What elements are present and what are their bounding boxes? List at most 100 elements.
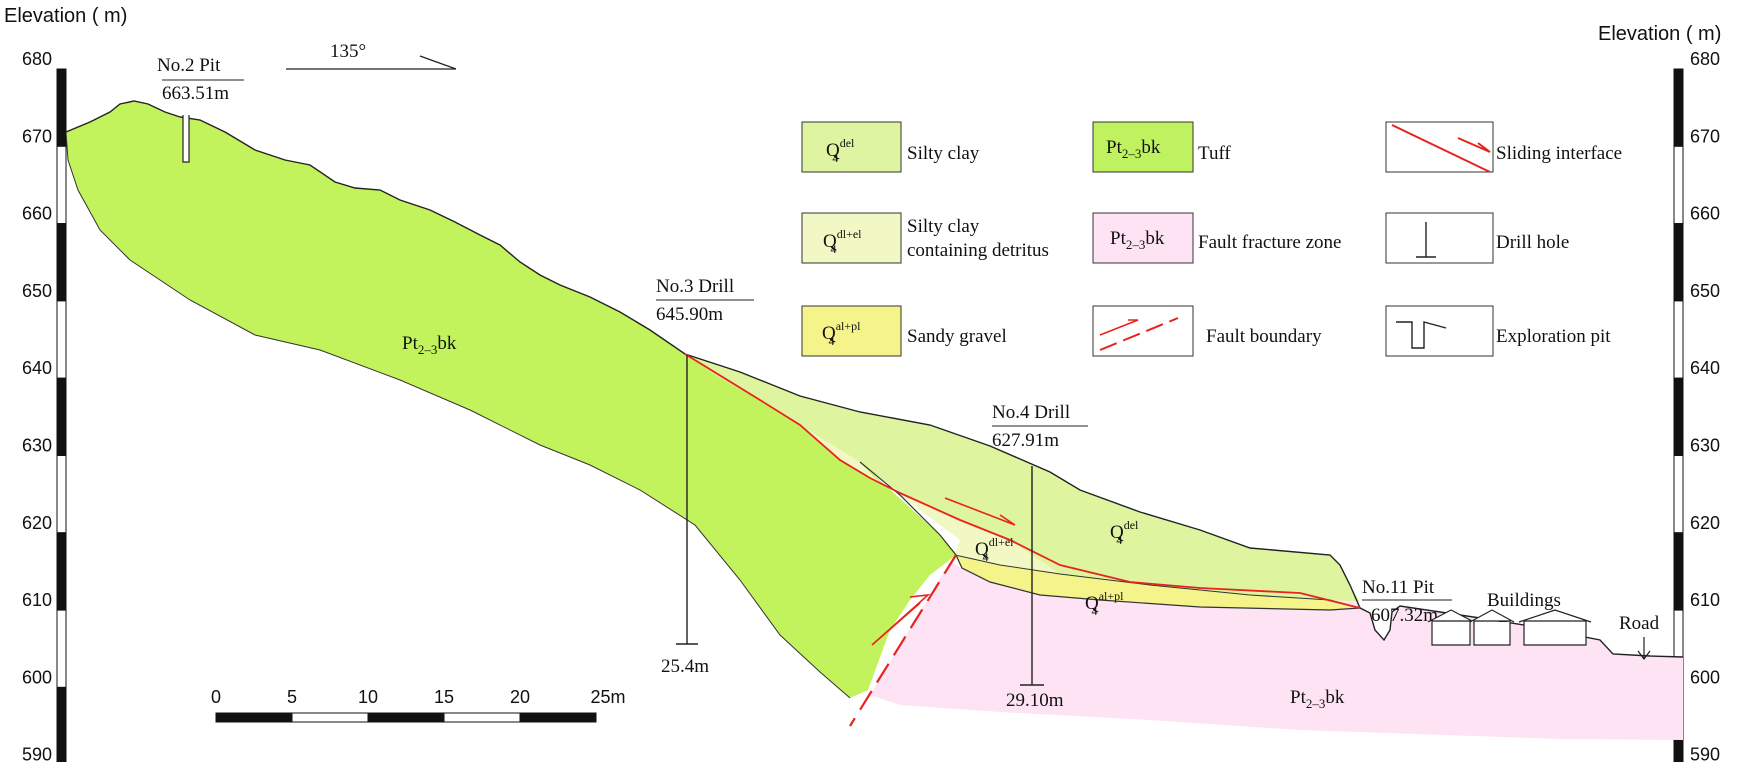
elevation-bar-segment bbox=[1673, 145, 1684, 225]
scale-bar-label: 10 bbox=[358, 687, 378, 707]
elevation-bar-segment bbox=[56, 455, 67, 534]
elevation-tick-label: 620 bbox=[1690, 513, 1720, 533]
legend-exploration-pit-swatch bbox=[1385, 305, 1494, 357]
elevation-tick-label: 680 bbox=[1690, 49, 1720, 69]
pit2-symbol bbox=[182, 115, 190, 163]
horizontal-scale-bar: 0 5 10 15 20 25m bbox=[211, 687, 626, 723]
scale-bar-segment bbox=[215, 712, 293, 723]
building-3 bbox=[1518, 609, 1592, 646]
pit11-elev: 607.32m bbox=[1371, 605, 1438, 626]
fault-zone-label: Pt2–3bk bbox=[1290, 687, 1345, 711]
elevation-bar-segment bbox=[56, 68, 67, 147]
drill3-name: No.3 Drill bbox=[656, 276, 734, 297]
elevation-tick-label: 670 bbox=[22, 126, 52, 146]
silty-clay-detritus-area bbox=[685, 354, 1330, 600]
right-tick-labels: 680 670 660 650 640 630 620 610 600 590 bbox=[1690, 49, 1720, 762]
fault-arrow bbox=[871, 593, 931, 646]
elevation-tick-label: 590 bbox=[22, 745, 52, 762]
elevation-bar-segment bbox=[1673, 68, 1684, 147]
sliding-arrow bbox=[944, 497, 1016, 526]
legend-sandy-gravel-label: Sandy gravel bbox=[907, 326, 1007, 347]
legend-tuff-symbol: Pt2–3bk bbox=[1106, 137, 1161, 161]
legend-exploration-pit-label: Exploration pit bbox=[1496, 326, 1611, 347]
legend-fault-fracture-label: Fault fracture zone bbox=[1198, 232, 1341, 253]
left-tick-labels: 680 670 660 650 640 630 620 610 600 590 bbox=[22, 49, 52, 762]
elevation-tick-label: 650 bbox=[1690, 281, 1720, 301]
legend-fault-boundary-line bbox=[1099, 317, 1179, 351]
elevation-tick-label: 630 bbox=[1690, 436, 1720, 456]
elevation-tick-label: 600 bbox=[22, 667, 52, 687]
elevation-tick-label: 630 bbox=[22, 436, 52, 456]
legend-silty-clay-label: Silty clay bbox=[907, 143, 980, 164]
scale-bar-label: 20 bbox=[510, 687, 530, 707]
elevation-bar-segment bbox=[56, 686, 67, 762]
legend: Qdel 4 Silty clay Pt2–3bk Tuff Sliding in… bbox=[801, 121, 1622, 357]
q4-alpl-label: Qal+pl 4 bbox=[1085, 589, 1124, 618]
tuff-lower-boundary bbox=[65, 131, 851, 699]
legend-silty-clay-symbol: Qdel 4 bbox=[826, 136, 855, 165]
buildings-group bbox=[1427, 609, 1592, 646]
silty-clay-area bbox=[685, 354, 1360, 602]
elevation-bar-segment bbox=[1673, 455, 1684, 534]
elevation-bar-segment bbox=[56, 377, 67, 457]
elevation-tick-label: 650 bbox=[22, 281, 52, 301]
legend-drill-hole-label: Drill hole bbox=[1496, 232, 1569, 253]
elevation-tick-label: 680 bbox=[22, 49, 52, 69]
legend-fault-boundary-swatch bbox=[1092, 305, 1194, 357]
road-arrow bbox=[1637, 637, 1651, 660]
pit2-name: No.2 Pit bbox=[157, 55, 221, 76]
elevation-tick-label: 640 bbox=[1690, 358, 1720, 378]
elevation-bar-segment bbox=[1673, 223, 1684, 302]
elevation-bar-segment bbox=[1673, 300, 1684, 379]
buildings-label: Buildings bbox=[1487, 590, 1561, 611]
elevation-tick-label: 660 bbox=[1690, 204, 1720, 224]
elevation-tick-label: 670 bbox=[1690, 126, 1720, 146]
scale-bar-segment bbox=[519, 712, 597, 723]
elevation-bar-segment bbox=[1673, 377, 1684, 457]
scale-bar-segment bbox=[443, 712, 521, 723]
legend-sandy-gravel-symbol: Qal+pl 4 bbox=[822, 319, 861, 348]
building-1 bbox=[1427, 609, 1475, 646]
tuff-area bbox=[66, 101, 956, 698]
elevation-bar-segment bbox=[56, 300, 67, 379]
drill3-elev: 645.90m bbox=[656, 304, 723, 325]
scale-bar-label: 25m bbox=[590, 687, 625, 707]
q4-dlel-label: Qdl+el 4 bbox=[975, 535, 1014, 564]
elevation-tick-label: 600 bbox=[1690, 667, 1720, 687]
road-label: Road bbox=[1619, 613, 1660, 634]
drill3-depth: 25.4m bbox=[661, 656, 709, 677]
q4-del-label: Qdel 4 bbox=[1110, 518, 1139, 547]
scale-bar-segment bbox=[291, 712, 369, 723]
drill4-name: No.4 Drill bbox=[992, 402, 1070, 423]
drill4-depth: 29.10m bbox=[1006, 690, 1064, 711]
legend-silty-clay-detritus-label-1: Silty clay bbox=[907, 216, 980, 237]
elevation-tick-label: 590 bbox=[1690, 745, 1720, 762]
elevation-tick-label: 640 bbox=[22, 358, 52, 378]
elevation-bar-segment bbox=[1673, 532, 1684, 611]
right-axis-title: Elevation ( m) bbox=[1598, 23, 1721, 45]
drill4-elev: 627.91m bbox=[992, 430, 1059, 451]
legend-silty-clay-detritus-label-2: containing detritus bbox=[907, 240, 1049, 261]
elevation-bar-segment bbox=[56, 532, 67, 611]
legend-silty-clay-detritus-swatch bbox=[801, 212, 902, 264]
elevation-tick-label: 610 bbox=[1690, 590, 1720, 610]
legend-sliding-line bbox=[1391, 124, 1491, 173]
legend-silty-clay-swatch bbox=[801, 121, 902, 173]
sliding-interface-line bbox=[684, 353, 1361, 609]
elevation-bar-segment bbox=[56, 609, 67, 688]
scale-bar-label: 15 bbox=[434, 687, 454, 707]
fault-fracture-zone-area bbox=[870, 562, 1683, 740]
fault-boundary-line bbox=[849, 554, 957, 727]
building-2 bbox=[1469, 609, 1515, 646]
legend-tuff-swatch bbox=[1092, 121, 1194, 173]
legend-sandy-gravel-swatch bbox=[801, 305, 902, 357]
left-axis-title: Elevation ( m) bbox=[4, 5, 127, 27]
left-elevation-bar bbox=[56, 68, 67, 762]
legend-fault-boundary-arrow bbox=[1099, 319, 1139, 336]
legend-exploration-pit-symbol bbox=[1396, 321, 1447, 349]
elevation-tick-label: 610 bbox=[22, 590, 52, 610]
legend-fault-boundary-label: Fault boundary bbox=[1206, 326, 1322, 347]
scale-bar-label: 0 bbox=[211, 687, 221, 707]
legend-tuff-label: Tuff bbox=[1198, 143, 1231, 164]
